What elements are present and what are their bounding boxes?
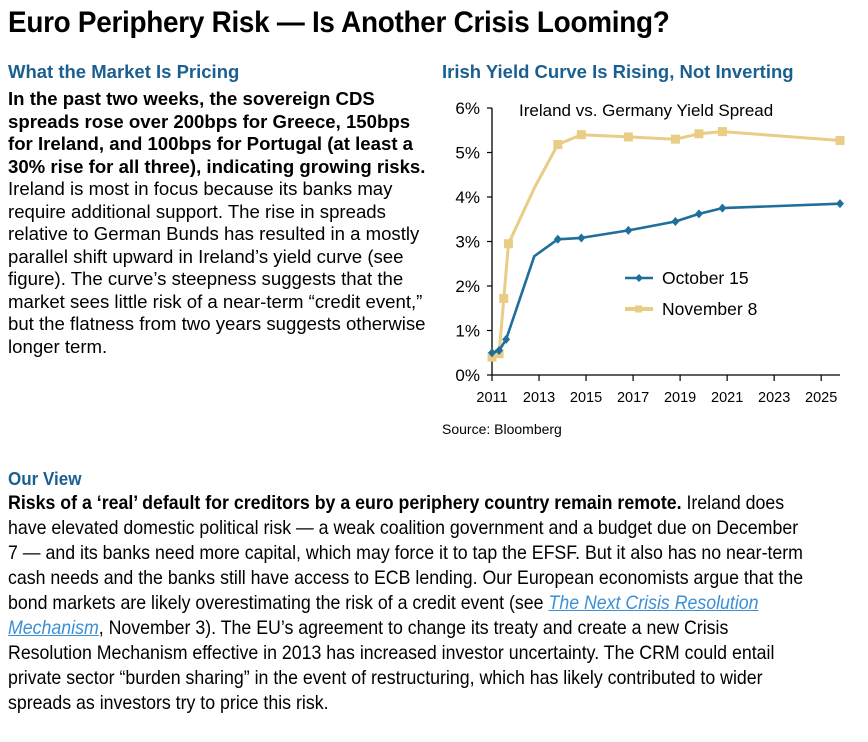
- chart-axes: 0% 1% 2% 3% 4% 5% 6% 2011 2013 2015 2017 2019 2021 20…: [455, 99, 840, 406]
- data-point-square: [623, 132, 633, 142]
- legend-item: October 15: [625, 268, 749, 288]
- legend-marker-square: [635, 305, 642, 313]
- crisis-resolution-link[interactable]: The Next Crisis Resolution Mechanism: [8, 592, 759, 639]
- data-point-square: [499, 293, 509, 303]
- data-point-diamond: [553, 234, 562, 244]
- chart-series: [487, 127, 845, 362]
- yield-spread-chart: 0% 1% 2% 3% 4% 5% 6% 2011 2013 2015 2017 2019 2021 20…: [455, 99, 845, 406]
- our-view-text: Risks of a ‘real’ default for creditors …: [8, 491, 809, 716]
- y-tick-label: 1%: [455, 322, 480, 341]
- market-section-heading: What the Market Is Pricing: [8, 61, 240, 82]
- x-tick-label: 2013: [523, 390, 555, 406]
- legend-marker-diamond: [635, 274, 643, 282]
- data-point-diamond: [502, 334, 511, 344]
- x-tick-label: 2021: [711, 390, 743, 406]
- x-tick-label: 2011: [476, 390, 507, 406]
- x-tick-label: 2025: [805, 390, 837, 406]
- market-lead-text: In the past two weeks, the sovereign CDS…: [8, 88, 426, 177]
- data-point-square: [694, 129, 704, 139]
- market-section-text: In the past two weeks, the sovereign CDS…: [8, 88, 428, 358]
- data-point-square: [553, 139, 563, 149]
- data-point-diamond: [671, 216, 680, 226]
- data-point-diamond: [624, 225, 633, 235]
- our-view-body-start: Ireland does have elevated domestic poli…: [8, 492, 804, 614]
- y-tick-label: 6%: [455, 99, 480, 118]
- our-view-lead: Risks of a ‘real’ default for creditors …: [8, 492, 682, 514]
- data-point-diamond: [836, 199, 844, 209]
- series-november-8: [487, 127, 845, 362]
- y-tick-label: 2%: [455, 277, 480, 296]
- chart-title: Ireland vs. Germany Yield Spread: [519, 101, 773, 120]
- market-body-text: Ireland is most in focus because its ban…: [8, 178, 426, 357]
- y-tick-label: 3%: [455, 233, 480, 252]
- y-tick-label: 4%: [455, 188, 480, 207]
- chart-section-heading: Irish Yield Curve Is Rising, Not Inverti…: [442, 61, 794, 82]
- our-view-body-end: , November 3). The EU’s agreement to cha…: [8, 617, 775, 714]
- legend-label: October 15: [662, 268, 749, 288]
- chart-legend: October 15 November 8: [625, 268, 757, 319]
- series-october-15: [488, 199, 844, 358]
- legend-item: November 8: [625, 299, 757, 319]
- data-point-square: [717, 127, 727, 137]
- y-tick-label: 5%: [455, 144, 480, 163]
- x-tick-label: 2019: [664, 390, 696, 406]
- y-tick-label: 0%: [455, 366, 480, 385]
- data-point-square: [576, 130, 586, 140]
- x-tick-label: 2023: [758, 390, 790, 406]
- data-point-diamond: [718, 203, 727, 213]
- page-title: Euro Periphery Risk — Is Another Crisis …: [8, 6, 670, 39]
- legend-label: November 8: [662, 299, 757, 319]
- data-point-diamond: [495, 346, 504, 356]
- series-line: [491, 130, 841, 359]
- x-tick-label: 2017: [617, 390, 649, 406]
- chart-source: Source: Bloomberg: [442, 421, 562, 437]
- data-point-diamond: [488, 348, 496, 358]
- x-tick-label: 2015: [570, 390, 602, 406]
- our-view-heading: Our View: [8, 468, 82, 489]
- data-point-square: [835, 135, 845, 145]
- data-point-square: [670, 134, 680, 144]
- data-point-diamond: [577, 233, 586, 243]
- data-point-diamond: [694, 209, 703, 219]
- data-point-square: [503, 239, 513, 249]
